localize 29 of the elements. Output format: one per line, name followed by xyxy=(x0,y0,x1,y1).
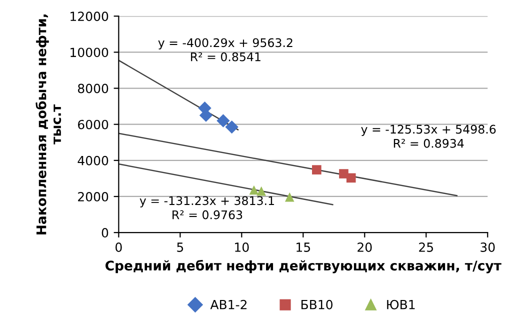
y-tick-label: 12000 xyxy=(70,12,108,22)
x-tick-label: 15 xyxy=(296,242,310,252)
legend-label: ЮВ1 xyxy=(387,300,415,310)
y-tick-label: 0 xyxy=(102,228,108,238)
legend-label: БВ10 xyxy=(301,300,332,310)
x-tick-label: 30 xyxy=(480,242,495,252)
point xyxy=(284,192,294,202)
x-axis-title: Средний дебит нефти действующих скважин, т/сут xyxy=(106,260,502,274)
x-tick-label: 25 xyxy=(419,242,433,252)
x-tick-label: 0 xyxy=(116,242,122,252)
point xyxy=(346,173,356,183)
point xyxy=(216,114,230,128)
point xyxy=(249,185,259,195)
y-tick-label: 4000 xyxy=(78,156,108,166)
y-axis-title: Накопленная добыча нефти, тыс.т xyxy=(36,14,62,234)
legend-label: АВ1-2 xyxy=(210,300,247,310)
x-tick-label: 10 xyxy=(235,242,249,252)
point xyxy=(256,186,266,196)
annotation: y = -400.29x + 9563.2 R² = 0.8541 xyxy=(158,38,292,62)
annotation: y = -125.53x + 5498.6 R² = 0.8934 xyxy=(361,124,496,148)
y-tick-label: 6000 xyxy=(78,120,108,130)
y-tick-label: 2000 xyxy=(78,192,108,202)
point xyxy=(225,120,238,134)
y-tick-label: 8000 xyxy=(78,84,108,94)
x-tick-label: 20 xyxy=(358,242,372,252)
x-tick-label: 5 xyxy=(177,242,184,252)
point xyxy=(312,165,322,174)
y-tick-label: 10000 xyxy=(70,48,108,58)
annotation: y = -131.23x + 3813.1 R² = 0.9763 xyxy=(140,196,274,220)
